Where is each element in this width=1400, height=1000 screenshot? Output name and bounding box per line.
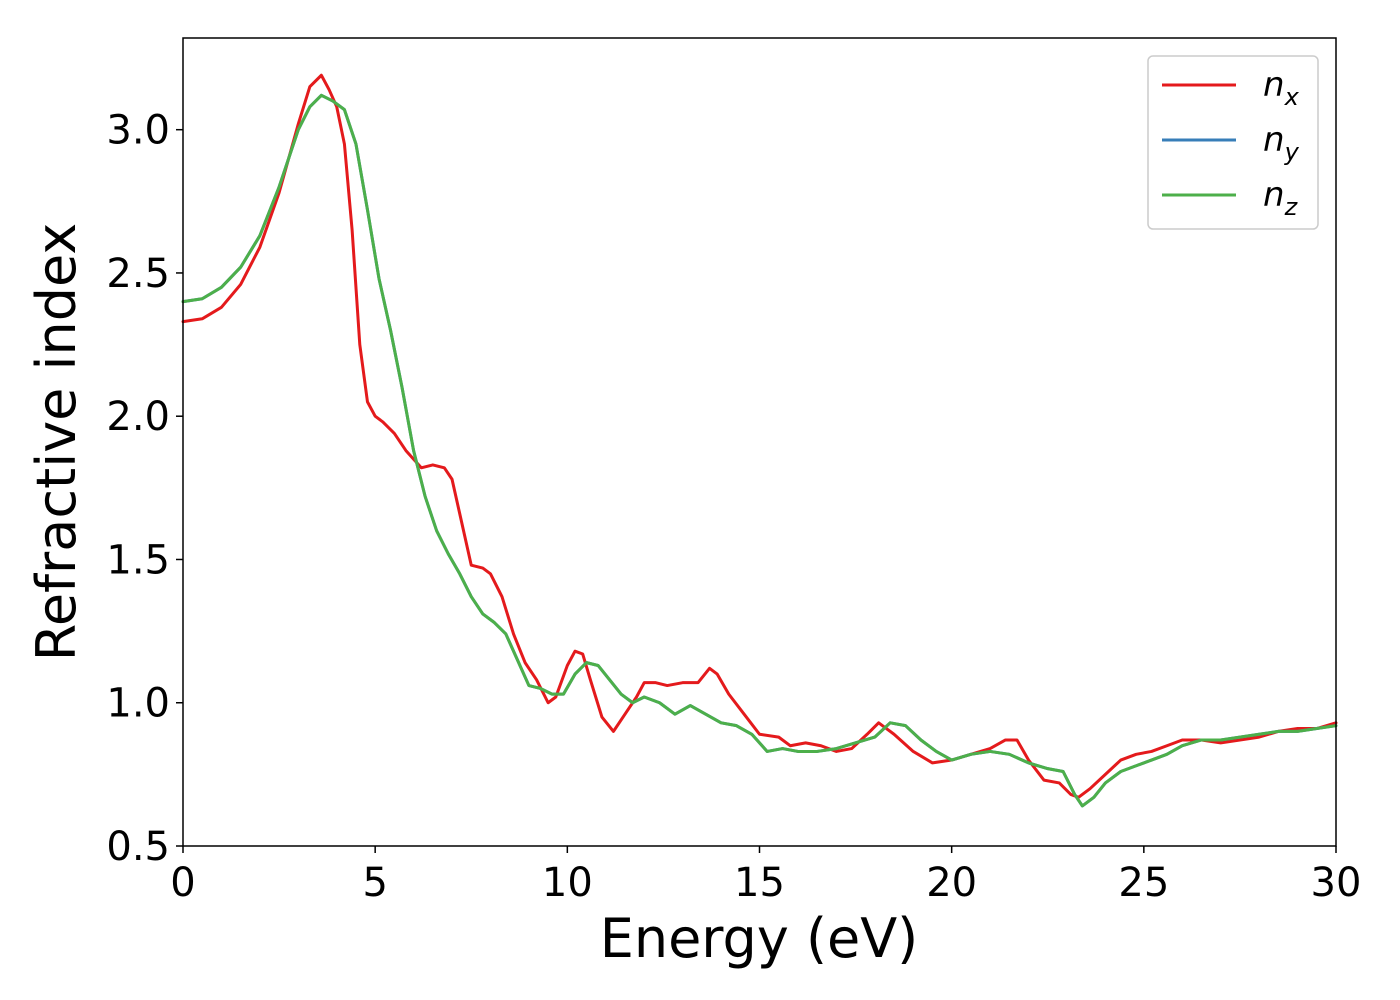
x-tick-label: 10 bbox=[542, 860, 593, 906]
series-layer bbox=[181, 73, 1338, 808]
x-tick-label: 20 bbox=[926, 860, 977, 906]
legend-label-x: nx bbox=[1263, 65, 1300, 111]
y-axis-ticks: 0.5 1.0 1.5 2.0 2.5 3.0 bbox=[106, 108, 183, 870]
legend: nx ny nz bbox=[1147, 55, 1319, 230]
y-tick-label: 2.5 bbox=[106, 251, 170, 297]
y-tick-label: 1.0 bbox=[106, 681, 170, 727]
x-tick-label: 25 bbox=[1118, 860, 1169, 906]
legend-label-z: nz bbox=[1263, 175, 1299, 221]
x-tick-label: 30 bbox=[1311, 860, 1362, 906]
x-axis-ticks: 0 5 10 15 20 25 30 bbox=[170, 846, 1361, 906]
y-axis-label: Refractive index bbox=[25, 223, 88, 662]
series-line-z bbox=[181, 93, 1338, 808]
x-axis-label: Energy (eV) bbox=[600, 907, 919, 970]
y-tick-label: 0.5 bbox=[106, 824, 170, 870]
y-tick-label: 2.0 bbox=[106, 394, 170, 440]
x-tick-label: 5 bbox=[362, 860, 387, 906]
y-tick-label: 1.5 bbox=[106, 537, 170, 583]
x-tick-label: 15 bbox=[734, 860, 785, 906]
x-tick-label: 0 bbox=[170, 860, 195, 906]
y-tick-label: 3.0 bbox=[106, 108, 170, 154]
series-line-x bbox=[181, 73, 1338, 799]
legend-label-y: ny bbox=[1263, 120, 1300, 166]
legend-box bbox=[1147, 55, 1319, 230]
